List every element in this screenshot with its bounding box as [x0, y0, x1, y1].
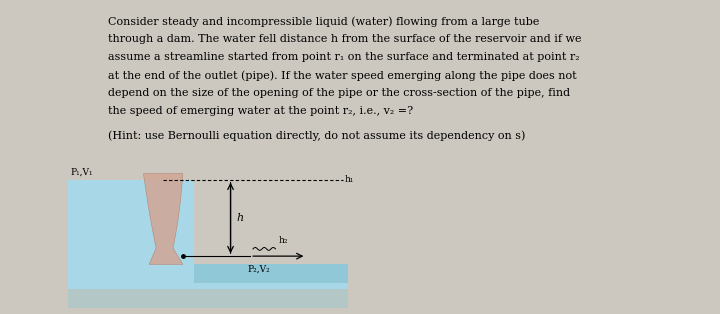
Text: Consider steady and incompressible liquid (water) flowing from a large tube: Consider steady and incompressible liqui…: [108, 16, 539, 27]
Text: h₂: h₂: [279, 236, 288, 245]
Text: (Hint: use Bernoulli equation directly, do not assume its dependency on s): (Hint: use Bernoulli equation directly, …: [108, 130, 526, 141]
Text: h₁: h₁: [344, 175, 354, 184]
Polygon shape: [68, 180, 194, 308]
Polygon shape: [68, 289, 348, 308]
Text: at the end of the outlet (pipe). If the water speed emerging along the pipe does: at the end of the outlet (pipe). If the …: [108, 70, 577, 81]
Text: P₂,V₂: P₂,V₂: [248, 264, 270, 273]
Text: P₁,V₁: P₁,V₁: [71, 168, 93, 177]
Polygon shape: [194, 264, 348, 283]
Polygon shape: [143, 174, 183, 264]
Text: through a dam. The water fell distance h from the surface of the reservoir and i: through a dam. The water fell distance h…: [108, 34, 582, 44]
Text: the speed of emerging water at the point r₂, i.e., v₂ =?: the speed of emerging water at the point…: [108, 106, 413, 116]
Text: h: h: [236, 213, 243, 223]
Polygon shape: [68, 264, 348, 308]
Text: depend on the size of the opening of the pipe or the cross-section of the pipe, : depend on the size of the opening of the…: [108, 88, 570, 98]
Text: assume a streamline started from point r₁ on the surface and terminated at point: assume a streamline started from point r…: [108, 52, 580, 62]
